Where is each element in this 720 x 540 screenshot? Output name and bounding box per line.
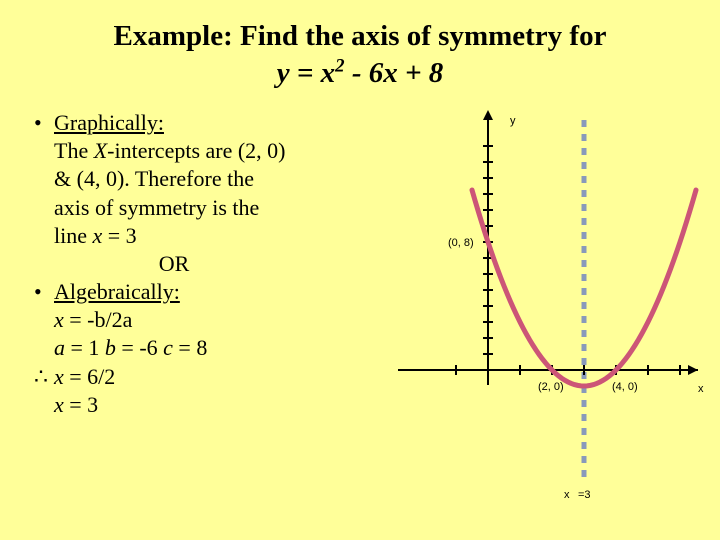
graphically-heading: Graphically: [54,110,164,135]
svg-text:x: x [698,383,704,395]
svg-text:(0, 8): (0, 8) [448,237,474,249]
text-column: • Graphically: The X-intercepts are (2, … [34,109,374,419]
bullet-algebraically: • Algebraically: x = -b/2a a = 1 b = -6 … [34,278,374,362]
svg-text:(2, 0): (2, 0) [538,381,564,393]
title-equation: y = x2 - 6x + 8 [277,57,444,89]
parabola-chart: y x (0, 8) (2, 0) (4, 0) x =3 [398,110,708,510]
svg-text:(4, 0): (4, 0) [612,381,638,393]
title-line1: Example: Find the axis of symmetry for [114,20,607,52]
or-separator: OR [34,250,294,278]
therefore-line: ∴ x = 6/2 x = 3 [34,363,374,419]
svg-text:x: x [564,489,570,501]
bullet-graphically: • Graphically: The X-intercepts are (2, … [34,109,374,250]
slide-title: Example: Find the axis of symmetry for y… [0,0,720,95]
svg-text:y: y [510,115,516,127]
chart-area: y x (0, 8) (2, 0) (4, 0) x =3 [398,110,708,510]
algebraically-heading: Algebraically: [54,279,180,304]
svg-text:=3: =3 [578,489,591,501]
